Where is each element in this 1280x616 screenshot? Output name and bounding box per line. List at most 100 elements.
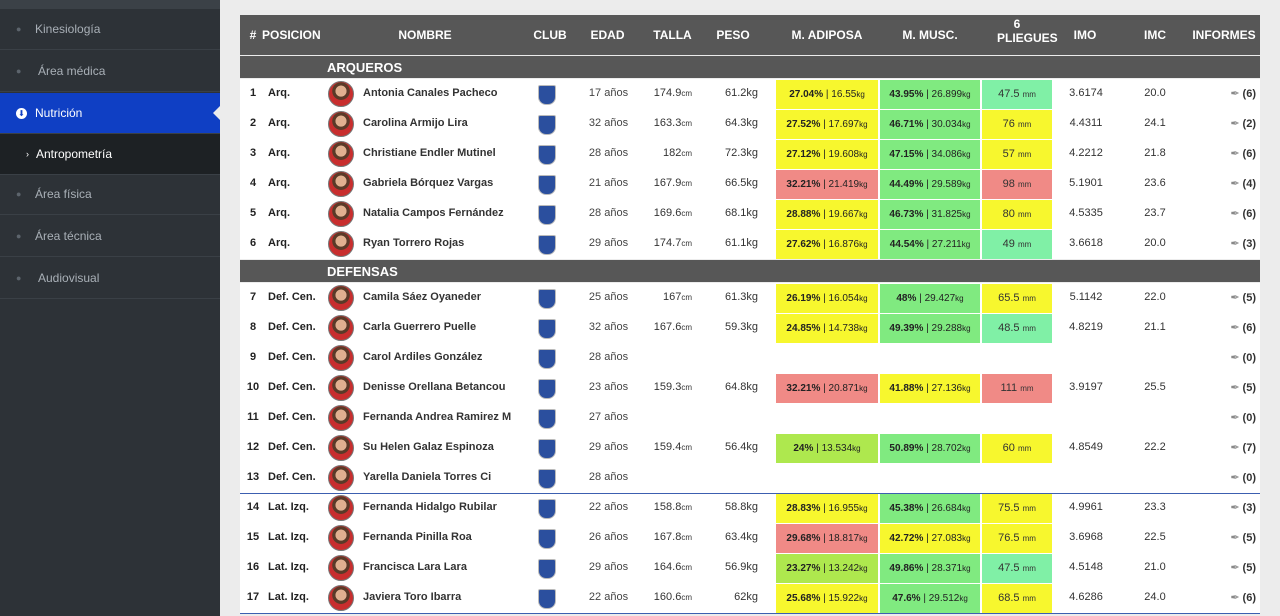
imc: 20.0 bbox=[1144, 237, 1166, 249]
player-name[interactable]: Fernanda Pinilla Roa bbox=[363, 531, 472, 543]
reports[interactable]: ✒ (5) bbox=[1200, 531, 1256, 544]
avatar bbox=[328, 555, 354, 581]
weight: 61.3kg bbox=[724, 291, 758, 303]
player-name[interactable]: Camila Sáez Oyaneder bbox=[363, 291, 482, 303]
text: 26.684 bbox=[931, 503, 963, 514]
text: (3) bbox=[1242, 238, 1256, 250]
muscle-cell: 47.6% | 29.512kg bbox=[880, 584, 980, 613]
active-notch bbox=[206, 106, 220, 120]
sidebar: Kinesiología ● Área médica ● Nutrición ⬇ Antro… bbox=[0, 0, 220, 616]
reports[interactable]: ✒ (0) bbox=[1200, 411, 1256, 424]
club-logo bbox=[538, 529, 556, 549]
reports[interactable]: ✒ (3) bbox=[1200, 501, 1256, 514]
position: Arq. bbox=[268, 87, 290, 99]
text: | bbox=[816, 443, 819, 454]
reports[interactable]: ✒ (4) bbox=[1200, 177, 1256, 190]
reports[interactable]: ✒ (5) bbox=[1200, 381, 1256, 394]
player-name[interactable]: Carolina Armijo Lira bbox=[363, 117, 468, 129]
nav-icon: ● bbox=[16, 24, 22, 34]
player-name[interactable]: Fernanda Hidalgo Rubilar bbox=[363, 501, 497, 513]
player-name[interactable]: Antonia Canales Pacheco bbox=[363, 87, 498, 99]
text: kg bbox=[962, 564, 971, 573]
player-name[interactable]: Carol Ardiles González bbox=[363, 351, 483, 363]
age: 27 años bbox=[588, 411, 629, 423]
section-bar bbox=[240, 260, 1260, 282]
folds-cell: 47.5 mm bbox=[982, 80, 1052, 109]
player-name[interactable]: Ryan Torrero Rojas bbox=[363, 237, 465, 249]
reports[interactable]: ✒ (5) bbox=[1200, 291, 1256, 304]
player-name[interactable]: Natalia Campos Fernández bbox=[363, 207, 504, 219]
nav-item[interactable]: Área técnica ● bbox=[0, 216, 220, 257]
reports[interactable]: ✒ (7) bbox=[1200, 441, 1256, 454]
text: 46.73% bbox=[889, 209, 924, 220]
nav-item[interactable]: Antropometría › bbox=[0, 134, 220, 175]
player-name[interactable]: Fernanda Andrea Ramirez M bbox=[363, 411, 512, 423]
club-logo bbox=[538, 205, 556, 225]
folds-cell: 98 mm bbox=[982, 170, 1052, 199]
text: cm bbox=[681, 149, 692, 158]
row-number: 6 bbox=[249, 237, 257, 249]
text: 27.52% bbox=[786, 119, 821, 130]
reports[interactable]: ✒ (6) bbox=[1200, 321, 1256, 334]
reports[interactable]: ✒ (6) bbox=[1200, 147, 1256, 160]
nav-item[interactable]: Kinesiología ● bbox=[0, 9, 220, 50]
nav-item[interactable]: Área médica ● bbox=[0, 51, 220, 92]
text: 28.702 bbox=[931, 443, 963, 454]
text: | bbox=[823, 563, 826, 574]
text: 174.7 bbox=[653, 237, 682, 249]
player-name[interactable]: Yarella Daniela Torres Ci bbox=[363, 471, 492, 483]
text: (5) bbox=[1242, 292, 1256, 304]
club-logo bbox=[538, 499, 556, 519]
text: | bbox=[823, 323, 826, 334]
muscle-cell: 45.38% | 26.684kg bbox=[880, 494, 980, 523]
player-name[interactable]: Gabriela Bórquez Vargas bbox=[363, 177, 494, 189]
fat-cell: 28.88% | 19.667kg bbox=[776, 200, 878, 229]
player-name[interactable]: Christiane Endler Mutinel bbox=[363, 147, 496, 159]
text: (5) bbox=[1242, 532, 1256, 544]
reports[interactable]: ✒ (3) bbox=[1200, 237, 1256, 250]
reports[interactable]: ✒ (0) bbox=[1200, 471, 1256, 484]
player-name[interactable]: Denisse Orellana Betancou bbox=[363, 381, 506, 393]
text: 76.5 bbox=[998, 532, 1020, 544]
muscle-cell: 49.39% | 29.288kg bbox=[880, 314, 980, 343]
nav-item[interactable]: Nutrición ⬇ bbox=[0, 93, 220, 134]
folds-cell: 68.5 mm bbox=[982, 584, 1052, 613]
reports[interactable]: ✒ (6) bbox=[1200, 87, 1256, 100]
text: cm bbox=[681, 563, 692, 572]
text: | bbox=[926, 323, 929, 334]
reports[interactable]: ✒ (6) bbox=[1200, 207, 1256, 220]
clip-icon: ✒ bbox=[1230, 322, 1240, 334]
player-name[interactable]: Carla Guerrero Puelle bbox=[363, 321, 477, 333]
text: kg bbox=[962, 150, 971, 159]
reports[interactable]: ✒ (6) bbox=[1200, 591, 1256, 604]
text: 15.922 bbox=[828, 593, 860, 604]
text: mm bbox=[1017, 210, 1032, 219]
text: 49 bbox=[1002, 238, 1015, 250]
reports[interactable]: ✒ (0) bbox=[1200, 351, 1256, 364]
nav-item[interactable]: Audiovisual ● bbox=[0, 258, 220, 299]
player-name[interactable]: Javiera Toro Ibarra bbox=[363, 591, 462, 603]
imo: 3.9197 bbox=[1069, 381, 1103, 393]
fat-cell: 24% | 13.534kg bbox=[776, 434, 878, 463]
text: | bbox=[926, 119, 929, 130]
clip-icon: ✒ bbox=[1230, 592, 1240, 604]
player-name[interactable]: Francisca Lara Lara bbox=[363, 561, 467, 573]
row-bg bbox=[240, 139, 1260, 169]
text: 47.5 bbox=[998, 88, 1020, 100]
height: 167.8cm bbox=[640, 531, 692, 543]
text: kg bbox=[859, 564, 868, 573]
imc: 24.1 bbox=[1144, 117, 1166, 129]
position: Lat. Izq. bbox=[268, 531, 309, 543]
player-name[interactable]: Su Helen Galaz Espinoza bbox=[363, 441, 494, 453]
text: kg bbox=[859, 210, 868, 219]
text: mm bbox=[1017, 444, 1032, 453]
text: | bbox=[926, 503, 929, 514]
reports[interactable]: ✒ (2) bbox=[1200, 117, 1256, 130]
weight: 63.4kg bbox=[724, 531, 758, 543]
reports[interactable]: ✒ (5) bbox=[1200, 561, 1256, 574]
row-number: 7 bbox=[249, 291, 257, 303]
text: 47.15% bbox=[889, 149, 924, 160]
nav-item[interactable]: Área física ● bbox=[0, 174, 220, 215]
header-bar bbox=[240, 15, 1260, 55]
